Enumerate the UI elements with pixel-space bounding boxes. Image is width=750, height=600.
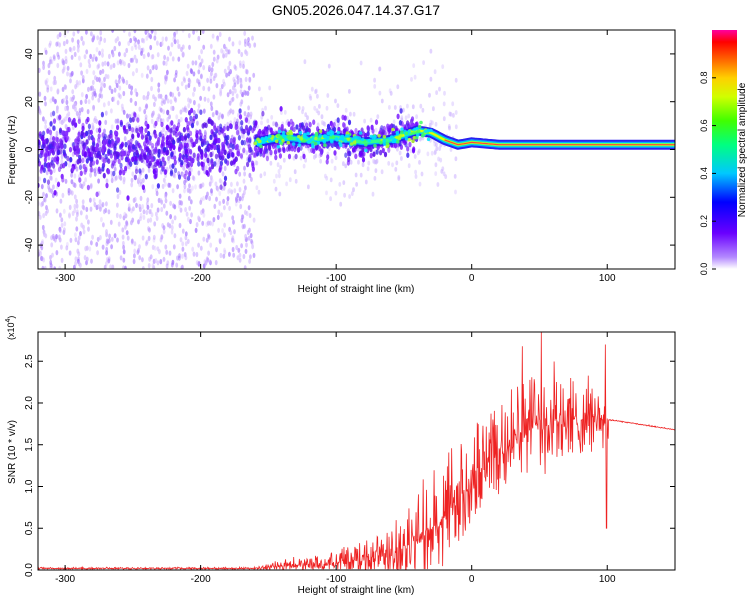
- colorbar-tick-label: 0.8: [699, 72, 709, 85]
- snr-frame: [37, 331, 676, 571]
- snr-plot-area: [38, 332, 675, 570]
- x-tick-label: -300: [55, 273, 75, 284]
- snr-panel: -300 -200 -100 0 100 0.0 0.5 1.0 1.5 2.0 2.5 Heig…: [5, 316, 676, 596]
- x-tick-label: -100: [326, 574, 346, 585]
- y-tick-label: 1.0: [24, 479, 35, 493]
- y-tick-label: 2.0: [24, 396, 35, 410]
- snr-series-line: [38, 332, 675, 570]
- colorbar-tick-label: 0.6: [699, 119, 709, 132]
- x-tick-label: -200: [191, 574, 211, 585]
- x-tick-label: 0: [469, 273, 475, 284]
- figure-title: GN05.2026.047.14.37.G17: [272, 2, 440, 18]
- x-tick-label: 0: [469, 574, 475, 585]
- colorbar-tick-label: 0.2: [699, 215, 709, 228]
- spectrogram-heatmap: [38, 30, 458, 269]
- x-tick-label: -200: [191, 273, 211, 284]
- colorbar-tick-label: 0.0: [699, 263, 709, 276]
- y-tick-label: 1.5: [24, 437, 35, 451]
- x-tick-label: 100: [599, 273, 616, 284]
- spectrogram-y-label: Frequency (Hz): [7, 116, 18, 185]
- x-tick-label: -300: [55, 574, 75, 585]
- spectrogram-x-ticks: -300 -200 -100 0 100: [55, 30, 616, 284]
- colorbar-label: Normalized spectral amplitude: [737, 82, 748, 217]
- snr-y-ticks: 0.0 0.5 1.0 1.5 2.0 2.5: [24, 354, 675, 577]
- snr-y-label: SNR (10 * v/v): [7, 420, 18, 484]
- spectrogram-x-label: Height of straight line (km): [298, 284, 415, 295]
- x-tick-label: 100: [599, 574, 616, 585]
- y-tick-label: 20: [24, 96, 35, 108]
- snr-x-ticks: -300 -200 -100 0 100: [55, 332, 616, 585]
- y-tick-label: -20: [24, 190, 35, 205]
- spectrogram-y-ticks: -40 -20 0 20 40: [24, 48, 675, 252]
- colorbar-ticks: 0.0 0.2 0.4 0.6 0.8: [699, 72, 716, 276]
- x-tick-label: -100: [326, 273, 346, 284]
- y-tick-label: 0: [24, 146, 35, 152]
- snr-x-label: Height of straight line (km): [298, 585, 415, 596]
- svg-text:(x104): (x104): [5, 316, 16, 340]
- y-tick-label: -40: [24, 237, 35, 252]
- colorbar: 0.0 0.2 0.4 0.6 0.8 Normalized spectral ampl…: [699, 30, 748, 275]
- spectrogram-ridge: [252, 120, 675, 153]
- y-tick-label: 0.5: [24, 521, 35, 535]
- y-tick-label: 40: [24, 48, 35, 60]
- colorbar-gradient: [712, 30, 737, 269]
- y-tick-label: 2.5: [24, 354, 35, 368]
- colorbar-tick-label: 0.4: [699, 167, 709, 180]
- snr-scale-factor: (x104): [5, 316, 16, 340]
- y-tick-label: 0.0: [24, 563, 35, 577]
